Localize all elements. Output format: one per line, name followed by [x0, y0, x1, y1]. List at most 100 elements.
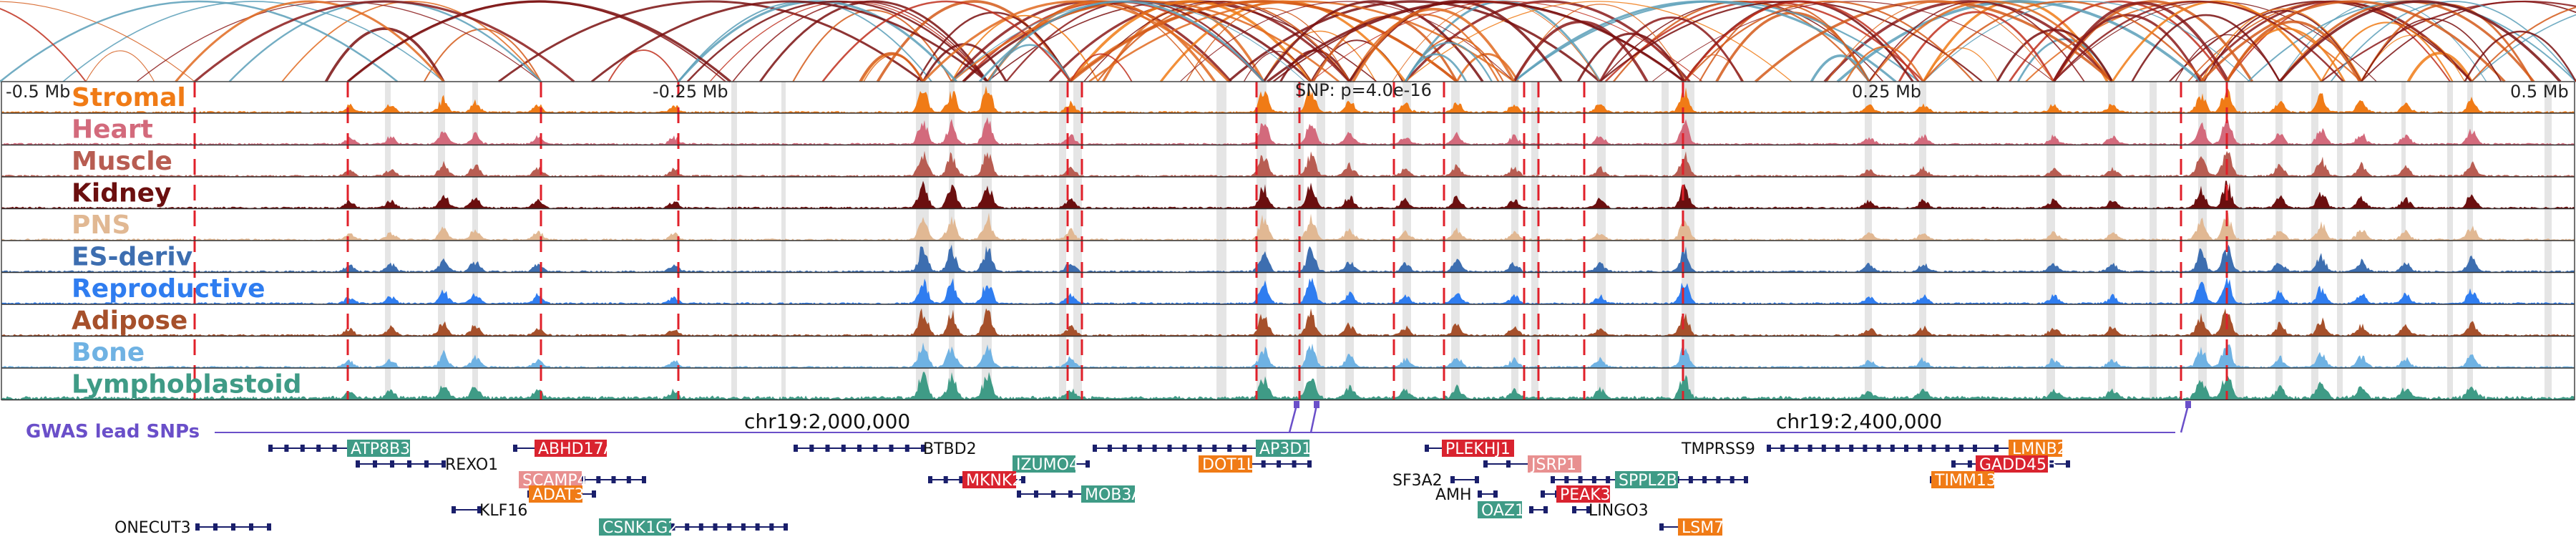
gene-exon — [1122, 445, 1127, 452]
gene-label: OAZ1 — [1481, 502, 1525, 520]
gene-exon — [921, 445, 925, 452]
contact-arc — [1996, 29, 2114, 82]
signal-tracks — [1, 86, 2575, 400]
gene-exon — [1918, 445, 1923, 452]
gene-exon — [755, 523, 760, 531]
contact-arc — [1599, 16, 1744, 82]
track-label: Adipose — [72, 306, 187, 336]
track-signal — [1, 117, 2575, 145]
track-lymphoblastoid — [1, 372, 2575, 400]
contact-arc — [2200, 0, 2506, 83]
gene-exon — [1034, 490, 1038, 498]
contact-arc — [608, 49, 679, 82]
track-signal — [1, 86, 2575, 113]
gene-label: SF3A2 — [1392, 472, 1443, 490]
gene-exon — [1578, 476, 1583, 483]
gene-exon — [2049, 460, 2054, 468]
gene-exon — [1085, 460, 1090, 468]
track-adipose — [1, 308, 2575, 336]
gene-label: ADAT3 — [532, 486, 584, 504]
gene-exon — [1994, 445, 1999, 452]
gene-exon — [1051, 490, 1055, 498]
track-label: ES-deriv — [72, 243, 192, 272]
contact-arc — [1699, 4, 1870, 82]
gene-gadd45b: GADD45B — [1951, 455, 2070, 474]
gene-exon — [784, 523, 788, 531]
gene-exon — [1197, 445, 1202, 452]
track-heart — [1, 117, 2575, 145]
track-frame — [1, 81, 2575, 401]
track-signal — [1, 244, 2575, 272]
gene-exon — [873, 445, 878, 452]
contact-arc — [1179, 1, 1515, 82]
gene-exon — [943, 476, 948, 483]
gene-label-box — [1556, 485, 1610, 503]
contact-arc — [1576, 32, 1686, 82]
gene-exon — [1744, 476, 1748, 483]
contact-arc — [951, 15, 1099, 82]
track-es-deriv — [1, 244, 2575, 272]
gene-exon — [904, 445, 909, 452]
axis-label-mid-left: -0.25 Mb — [653, 82, 728, 102]
gene-exon — [611, 476, 616, 483]
contact-arc — [2406, 52, 2473, 82]
gene-exon — [1425, 445, 1429, 452]
gene-exon — [959, 476, 964, 483]
track-muscle — [1, 150, 2575, 177]
gene-exon — [1551, 476, 1555, 483]
contact-arc — [346, 0, 731, 83]
gene-exon — [1973, 445, 1977, 452]
gene-exon — [1729, 476, 1735, 483]
contact-arc — [2361, 18, 2502, 82]
gene-label: MKNK2 — [966, 472, 1022, 490]
gene-exon — [1702, 476, 1707, 483]
gene-label-box — [1615, 471, 1678, 488]
track-signal — [1, 180, 2575, 208]
contact-arc — [1652, 1, 2054, 82]
gene-label: LMNB2 — [2012, 440, 2067, 458]
gene-exon — [390, 460, 394, 468]
gene-exon — [1904, 445, 1908, 452]
gene-exon — [1572, 506, 1576, 513]
contact-arc — [677, 0, 957, 83]
gene-exon — [1931, 445, 1936, 452]
gene-exon — [1292, 460, 1297, 468]
gene-exon — [452, 506, 456, 513]
gene-exon — [596, 476, 601, 483]
gene-label-box — [1081, 485, 1135, 503]
track-reproductive — [1, 276, 2575, 304]
gene-lsm7: LSM7 — [1659, 518, 1724, 537]
gene-label: AP3D1 — [1259, 440, 1312, 458]
gene-exon — [1152, 445, 1157, 452]
contact-arc — [1845, 46, 1925, 82]
contact-arc — [2053, 0, 2344, 82]
contact-arc — [1826, 1, 2054, 82]
contact-arc — [136, 1, 542, 82]
gene-lingo3: LINGO3 — [1572, 502, 1649, 520]
gene-exon — [1137, 445, 1142, 452]
gene-exon — [249, 523, 253, 531]
gene-exon — [1606, 476, 1611, 483]
gene-label-box — [535, 440, 607, 457]
contact-arc — [2330, 1, 2576, 82]
gene-exon — [727, 523, 732, 531]
gene-exon — [841, 445, 846, 452]
track-label: Stromal — [72, 83, 186, 112]
track-kidney — [1, 180, 2575, 208]
gene-annotations: ATP8B3REXO1ABHD17ASCAMP4ADAT3KLF16ONECUT… — [114, 440, 2070, 537]
gwas-snp-tick — [2180, 405, 2190, 433]
gene-label: MOB3A — [1085, 486, 1142, 504]
gene-exon — [769, 523, 774, 531]
axis-label-snp: SNP: p=4.0e-16 — [1295, 80, 1432, 100]
gene-label-box — [1678, 518, 1722, 536]
gene-label: LSM7 — [1682, 519, 1724, 537]
gene-exon — [231, 523, 235, 531]
contact-arc — [1310, 1, 1703, 82]
gene-exon — [1093, 445, 1097, 452]
contact-arc — [2279, 1, 2487, 82]
gene-exon — [1767, 445, 1771, 452]
gene-exon — [332, 445, 337, 452]
gene-exon — [1951, 460, 1956, 468]
